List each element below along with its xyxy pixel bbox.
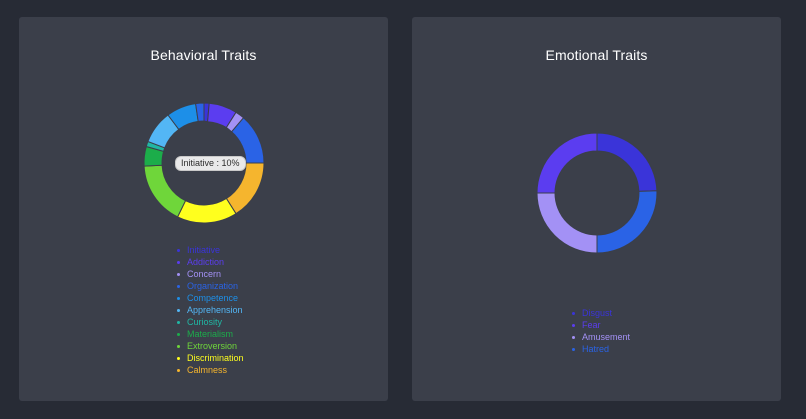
behavioral-traits-title: Behavioral Traits (150, 47, 257, 63)
donut-slice-hatred[interactable] (596, 190, 658, 254)
legend-dot-icon (177, 357, 180, 360)
legend-dot-icon (177, 273, 180, 276)
legend-dot-icon (177, 345, 180, 348)
donut-slice-amusement[interactable] (536, 192, 598, 254)
legend-item-extroversion[interactable]: Extroversion (176, 340, 244, 352)
legend-item-addiction[interactable]: Addiction (176, 256, 244, 268)
legend-dot-icon (572, 312, 575, 315)
legend-dot-icon (177, 333, 180, 336)
legend-label: Amusement (582, 332, 631, 342)
legend-dot-icon (177, 297, 180, 300)
legend-label: Curiosity (187, 317, 223, 327)
donut-slice-discrimination[interactable] (176, 197, 237, 224)
legend-dot-icon (177, 249, 180, 252)
donut-slice-disgust[interactable] (596, 132, 658, 192)
legend-label: Disgust (582, 308, 613, 318)
legend-label: Competence (187, 293, 239, 303)
legend-dot-icon (572, 324, 575, 327)
legend-label: Initiative (187, 245, 221, 255)
legend-label: Concern (187, 269, 222, 279)
legend-dot-icon (177, 309, 180, 312)
legend-item-fear[interactable]: Fear (571, 319, 630, 331)
donut-slice-extroversion[interactable] (143, 164, 187, 218)
legend-label: Discrimination (187, 353, 244, 363)
legend-label: Apprehension (187, 305, 243, 315)
legend-item-amusement[interactable]: Amusement (571, 331, 630, 343)
legend-item-organization[interactable]: Organization (176, 280, 244, 292)
legend-label: Hatred (582, 344, 610, 354)
behavioral-traits-legend: Initiative Addiction Concern Organization Co… (176, 244, 244, 376)
emotional-traits-donut (536, 132, 658, 254)
emotional-traits-legend: Disgust Fear Amusement Hatred (571, 307, 630, 355)
legend-dot-icon (177, 261, 180, 264)
legend-label: Addiction (187, 257, 225, 267)
legend-item-discrimination[interactable]: Discrimination (176, 352, 244, 364)
donut-slice-fear[interactable] (536, 132, 598, 194)
behavioral-traits-donut (143, 102, 265, 224)
emotional-traits-card: Emotional Traits Disgust Fear Amusement Hat… (412, 17, 781, 401)
legend-item-materialism[interactable]: Materialism (176, 328, 244, 340)
legend-label: Extroversion (187, 341, 238, 351)
legend-dot-icon (177, 321, 180, 324)
legend-item-competence[interactable]: Competence (176, 292, 244, 304)
legend-dot-icon (572, 348, 575, 351)
legend-item-initiative[interactable]: Initiative (176, 244, 244, 256)
legend-item-hatred[interactable]: Hatred (571, 343, 630, 355)
legend-label: Organization (187, 281, 239, 291)
behavioral-traits-card: Behavioral Traits Initiative : 10% Initi… (19, 17, 388, 401)
donut-tooltip: Initiative : 10% (175, 156, 246, 171)
donut-slice-organization-2[interactable] (195, 102, 205, 122)
legend-item-curiosity[interactable]: Curiosity (176, 316, 244, 328)
legend-dot-icon (572, 336, 575, 339)
legend-dot-icon (177, 285, 180, 288)
legend-label: Calmness (187, 365, 228, 375)
emotional-traits-title: Emotional Traits (545, 47, 648, 63)
legend-dot-icon (177, 369, 180, 372)
legend-label: Materialism (187, 329, 234, 339)
legend-item-disgust[interactable]: Disgust (571, 307, 630, 319)
legend-item-concern[interactable]: Concern (176, 268, 244, 280)
legend-label: Fear (582, 320, 601, 330)
legend-item-apprehension[interactable]: Apprehension (176, 304, 244, 316)
legend-item-calmness[interactable]: Calmness (176, 364, 244, 376)
